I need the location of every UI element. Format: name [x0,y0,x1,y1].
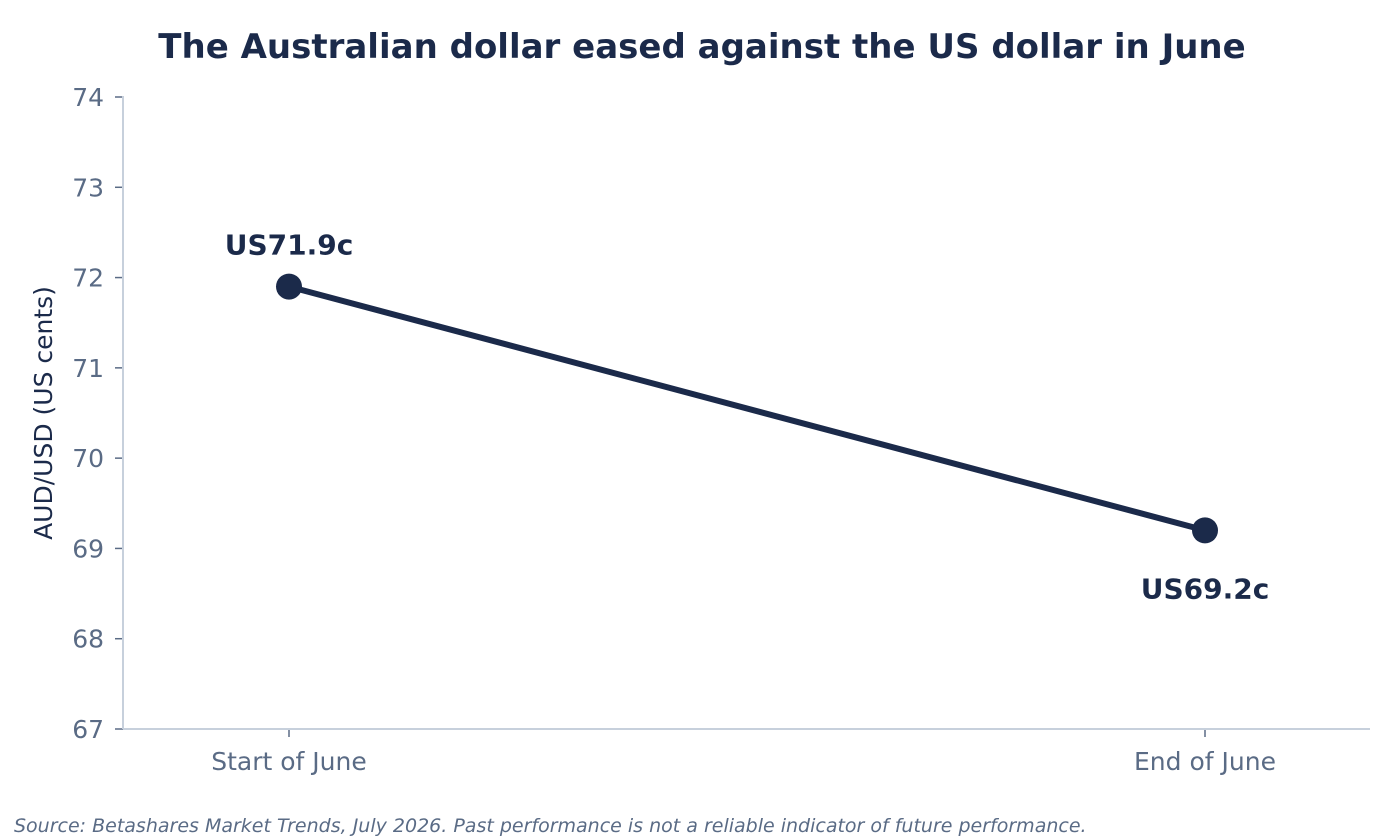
y-tick-label: 72 [72,264,104,293]
data-point [1192,517,1218,544]
chart-title: The Australian dollar eased against the … [158,27,1245,67]
x-tick-label: End of June [1134,747,1276,776]
x-axis-ticks: Start of June End of June [211,729,1276,776]
data-label: US69.2c [1141,572,1270,605]
y-tick-label: 67 [72,715,104,744]
y-axis-label: AUD/USD (US cents) [29,286,58,540]
source-note: Source: Betashares Market Trends, July 2… [14,815,1087,837]
series-layer: US71.9c US69.2c [225,229,1270,606]
data-point [276,273,302,300]
y-tick-label: 68 [72,625,104,654]
series-line [286,283,1208,534]
y-tick-label: 74 [72,83,104,112]
data-label: US71.9c [225,229,354,262]
y-tick-label: 71 [72,354,104,383]
y-tick-label: 73 [72,173,104,202]
y-tick-label: 70 [72,444,104,473]
y-axis-ticks: 67 68 69 70 71 72 73 74 [72,83,123,744]
y-tick-label: 69 [72,534,104,563]
x-tick-label: Start of June [211,747,367,776]
